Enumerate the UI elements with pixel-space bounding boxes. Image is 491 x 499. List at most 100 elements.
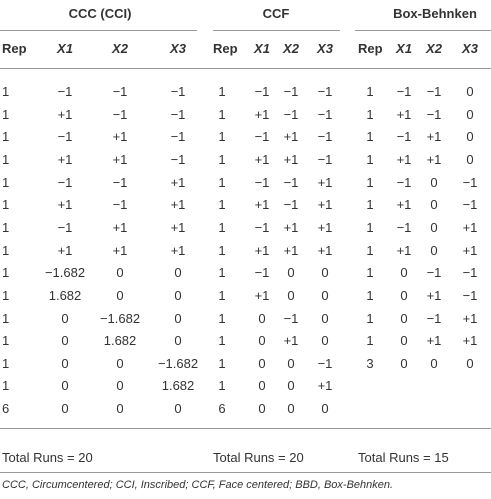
- footnote: CCC, Circumcentered; CCI, Inscribed; CCF…: [2, 479, 394, 491]
- cell: +1: [283, 219, 299, 235]
- cell: 1: [218, 129, 226, 145]
- cell: −1: [254, 84, 270, 99]
- cell: −1: [254, 174, 270, 190]
- cell: +1: [112, 219, 128, 235]
- total-runs: Total Runs = 15: [358, 450, 449, 465]
- cell: 1: [2, 310, 10, 326]
- cell: +1: [57, 106, 73, 122]
- cell: +1: [170, 219, 186, 235]
- column-header: X3: [462, 41, 478, 56]
- cell: 6: [2, 401, 10, 417]
- cell: −1: [462, 174, 478, 190]
- cell: −1: [426, 106, 442, 122]
- cell: 1: [2, 355, 10, 371]
- cell: 0: [258, 310, 266, 326]
- cell: 1: [218, 242, 226, 258]
- cell: 0: [466, 106, 474, 122]
- cell: +1: [170, 197, 186, 213]
- cell: −1.682: [99, 310, 141, 326]
- cell: −1: [317, 84, 333, 99]
- cell: 0: [61, 333, 69, 349]
- cell: +1: [283, 333, 299, 349]
- cell: 0: [321, 401, 329, 417]
- cell: 1: [218, 310, 226, 326]
- cell: 0: [287, 287, 295, 303]
- cell: 0: [116, 265, 124, 281]
- cell: 0: [116, 401, 124, 417]
- cell: +1: [462, 310, 478, 326]
- cell: 1: [366, 84, 374, 99]
- cell: 0: [174, 287, 182, 303]
- cell: −1: [317, 151, 333, 167]
- cell: +1: [283, 242, 299, 258]
- column-header: X1: [57, 41, 73, 56]
- cell: −1: [317, 355, 333, 371]
- cell: −1: [254, 265, 270, 281]
- cell: +1: [396, 151, 412, 167]
- cell: 0: [287, 401, 295, 417]
- cell: 1: [366, 174, 374, 190]
- cell: +1: [254, 242, 270, 258]
- cell: +1: [462, 242, 478, 258]
- cell: +1: [170, 242, 186, 258]
- cell: +1: [57, 151, 73, 167]
- cell: +1: [112, 129, 128, 145]
- cell: −1: [112, 197, 128, 213]
- column-header: Rep: [2, 41, 27, 56]
- total-runs: Total Runs = 20: [2, 450, 93, 465]
- cell: 0: [287, 265, 295, 281]
- cell: 0: [466, 355, 474, 371]
- cell: 1: [218, 265, 226, 281]
- cell: 1: [218, 84, 226, 99]
- cell: +1: [426, 333, 442, 349]
- cell: 0: [466, 129, 474, 145]
- cell: −1: [426, 84, 442, 99]
- cell: 1: [218, 197, 226, 213]
- cell: +1: [396, 106, 412, 122]
- rule: [213, 30, 340, 31]
- cell: 0: [116, 287, 124, 303]
- column-header: X2: [112, 41, 128, 56]
- cell: 0: [466, 84, 474, 99]
- cell: −1: [396, 129, 412, 145]
- cell: 1: [2, 174, 10, 190]
- cell: 0: [287, 355, 295, 371]
- column-header: Rep: [358, 41, 383, 56]
- cell: 0: [321, 287, 329, 303]
- cell: 0: [400, 287, 408, 303]
- cell: 0: [174, 310, 182, 326]
- cell: +1: [170, 174, 186, 190]
- cell: +1: [396, 197, 412, 213]
- cell: 1: [218, 174, 226, 190]
- cell: 1: [2, 219, 10, 235]
- cell: 1: [366, 197, 374, 213]
- cell: 1: [2, 106, 10, 122]
- cell: 1: [366, 310, 374, 326]
- cell: 0: [430, 174, 438, 190]
- cell: +1: [426, 287, 442, 303]
- cell: +1: [112, 242, 128, 258]
- cell: +1: [426, 151, 442, 167]
- cell: −1: [396, 219, 412, 235]
- cell: −1: [170, 129, 186, 145]
- cell: 0: [174, 401, 182, 417]
- cell: 1: [218, 106, 226, 122]
- cell: −1: [396, 84, 412, 99]
- cell: 1: [366, 333, 374, 349]
- cell: −1: [170, 84, 186, 99]
- cell: +1: [317, 219, 333, 235]
- cell: 0: [116, 355, 124, 371]
- cell: 0: [400, 333, 408, 349]
- cell: 1: [218, 355, 226, 371]
- column-header: X2: [283, 41, 299, 56]
- cell: 0: [61, 401, 69, 417]
- cell: 1: [366, 287, 374, 303]
- cell: +1: [317, 197, 333, 213]
- cell: 1: [218, 219, 226, 235]
- cell: 0: [321, 333, 329, 349]
- cell: −1: [170, 106, 186, 122]
- cell: −1: [112, 84, 128, 99]
- cell: −1: [426, 265, 442, 281]
- cell: 1: [366, 219, 374, 235]
- cell: +1: [254, 151, 270, 167]
